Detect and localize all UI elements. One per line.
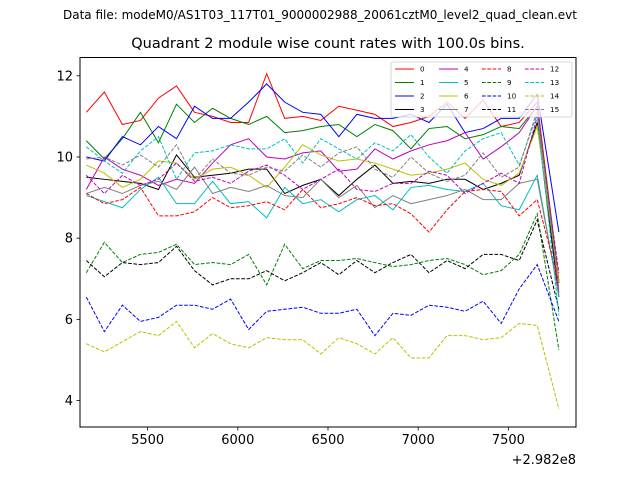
series-line-14 bbox=[86, 320, 560, 409]
legend-label-6: 6 bbox=[464, 92, 469, 101]
series-line-6 bbox=[86, 124, 560, 283]
x-tick-label: 6000 bbox=[221, 433, 254, 448]
x-tick-label: 7000 bbox=[402, 433, 435, 448]
legend-label-5: 5 bbox=[464, 78, 469, 87]
legend-label-8: 8 bbox=[507, 65, 512, 74]
y-tick-label: 12 bbox=[56, 69, 73, 84]
legend-label-0: 0 bbox=[420, 65, 425, 74]
legend-box bbox=[390, 61, 573, 118]
y-tick-label: 6 bbox=[65, 313, 73, 328]
series-line-8 bbox=[86, 186, 560, 283]
series-line-13 bbox=[86, 114, 560, 316]
legend-label-2: 2 bbox=[420, 92, 425, 101]
x-tick-label: 7500 bbox=[492, 433, 525, 448]
series-line-1 bbox=[85, 103, 560, 283]
x-tick-label: 6500 bbox=[311, 433, 344, 448]
legend-label-13: 13 bbox=[550, 78, 559, 87]
legend-label-11: 11 bbox=[507, 105, 516, 114]
series-line-9 bbox=[85, 212, 560, 350]
legend-label-10: 10 bbox=[507, 92, 517, 101]
legend-label-3: 3 bbox=[420, 105, 425, 114]
series-line-10 bbox=[85, 263, 560, 337]
y-tick-label: 4 bbox=[65, 394, 73, 409]
series-line-11 bbox=[85, 218, 560, 310]
chart-title: Quadrant 2 module wise count rates with … bbox=[131, 36, 525, 52]
legend-label-15: 15 bbox=[550, 105, 559, 114]
legend-label-9: 9 bbox=[507, 78, 512, 87]
series-line-15 bbox=[86, 110, 560, 290]
series-line-3 bbox=[86, 122, 560, 298]
series-line-7 bbox=[86, 166, 560, 296]
x-axis-offset-label: +2.982e8 bbox=[511, 453, 576, 468]
legend-label-14: 14 bbox=[550, 92, 560, 101]
figure-suptitle: Data file: modeM0/AS1T03_117T01_90000029… bbox=[63, 8, 577, 22]
x-tick-label: 5500 bbox=[131, 433, 164, 448]
y-tick-label: 8 bbox=[65, 232, 73, 247]
legend-label-1: 1 bbox=[420, 78, 425, 87]
legend-label-4: 4 bbox=[464, 65, 469, 74]
series-line-2 bbox=[86, 83, 560, 233]
series-line-5 bbox=[86, 173, 560, 298]
legend-label-7: 7 bbox=[464, 105, 469, 114]
y-tick-label: 10 bbox=[56, 150, 73, 165]
series-line-4 bbox=[85, 104, 560, 294]
series-line-12 bbox=[85, 116, 560, 273]
legend-label-12: 12 bbox=[550, 65, 559, 74]
